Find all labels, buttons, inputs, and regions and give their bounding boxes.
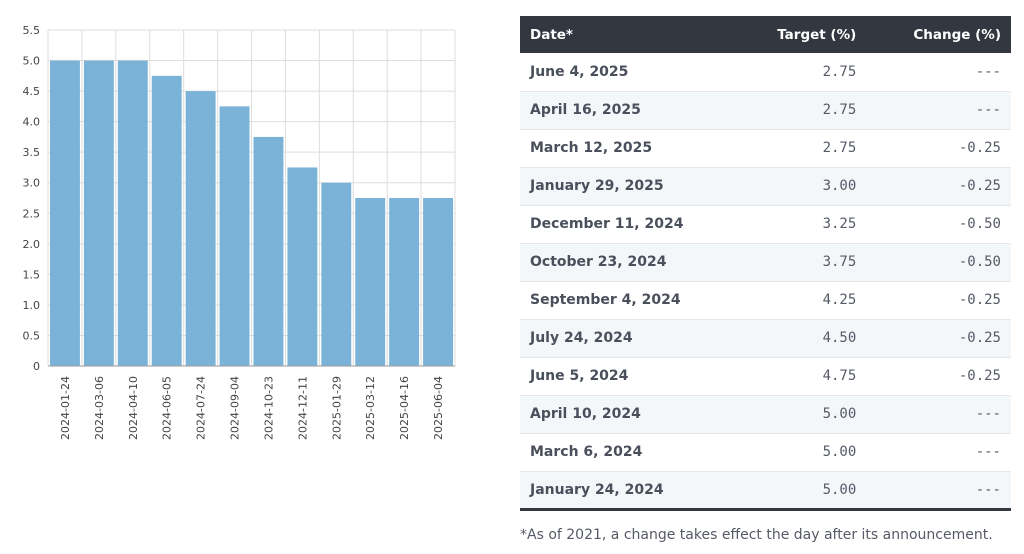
table-row: December 11, 2024 3.25 -0.50	[520, 205, 1011, 243]
table-row: July 24, 2024 4.50 -0.25	[520, 319, 1011, 357]
rate-history-table-container: Date* Target (%) Change (%) June 4, 2025…	[520, 16, 1011, 511]
date-cell: January 29, 2025	[530, 178, 664, 194]
x-tick-label: 2024-04-10	[127, 376, 140, 440]
target-cell: 2.75	[822, 102, 857, 118]
x-tick-label: 2024-03-06	[93, 376, 106, 440]
table-row: March 12, 2025 2.75 -0.25	[520, 129, 1011, 167]
chart-grid	[47, 29, 456, 367]
change-cell: ---	[975, 406, 1001, 422]
bar	[389, 198, 420, 366]
target-cell: 4.50	[822, 330, 857, 346]
x-tick-label: 2025-01-29	[330, 376, 343, 440]
target-cell: 5.00	[822, 406, 857, 422]
date-cell: October 23, 2024	[530, 254, 667, 270]
table-row: October 23, 2024 3.75 -0.50	[520, 243, 1011, 281]
y-tick-label: 2.0	[23, 238, 41, 251]
table-row: March 6, 2024 5.00 ---	[520, 433, 1011, 471]
date-cell: July 24, 2024	[530, 330, 633, 346]
y-tick-label: 5.5	[23, 24, 41, 37]
target-cell: 5.00	[822, 444, 857, 460]
date-cell: June 4, 2025	[530, 63, 629, 80]
target-cell: 3.25	[822, 216, 857, 232]
date-cell: January 24, 2024	[530, 481, 664, 498]
x-tick-label: 2024-07-24	[195, 376, 208, 440]
bar	[83, 60, 114, 366]
y-tick-label: 3.5	[23, 146, 41, 159]
x-tick-label: 2025-04-16	[398, 376, 411, 440]
change-cell: -0.25	[958, 292, 1001, 308]
footnote: *As of 2021, a change takes effect the d…	[520, 527, 993, 543]
table-row: June 5, 2024 4.75 -0.25	[520, 357, 1011, 395]
x-tick-label: 2024-12-11	[296, 376, 309, 440]
change-column-header: Change (%)	[913, 26, 1001, 43]
target-cell: 2.75	[822, 63, 857, 80]
y-tick-label: 4.5	[23, 85, 41, 98]
change-cell: -0.50	[958, 216, 1001, 232]
y-tick-label: 5.0	[23, 55, 41, 68]
date-cell: December 11, 2024	[530, 216, 684, 232]
bar	[355, 198, 386, 366]
change-cell: -0.25	[958, 330, 1001, 346]
chart-bars	[50, 60, 453, 367]
change-cell: ---	[975, 481, 1001, 498]
y-tick-label: 2.5	[23, 207, 41, 220]
change-cell: ---	[975, 444, 1001, 460]
table-row: January 29, 2025 3.00 -0.25	[520, 167, 1011, 205]
change-cell: ---	[975, 102, 1001, 118]
change-cell: ---	[975, 63, 1001, 80]
bar	[219, 106, 250, 366]
change-cell: -0.50	[958, 254, 1001, 270]
bar	[321, 182, 352, 366]
x-tick-label: 2024-09-04	[229, 376, 242, 440]
x-axis: 2024-01-24 2024-03-06 2024-04-10 2024-06-05…	[48, 365, 455, 440]
bar	[50, 60, 80, 366]
target-cell: 4.75	[822, 368, 857, 384]
date-cell: March 12, 2025	[530, 140, 653, 156]
target-column-header: Target (%)	[777, 26, 857, 43]
target-cell: 5.00	[822, 481, 857, 498]
rate-history-table: Date* Target (%) Change (%) June 4, 2025…	[520, 16, 1011, 511]
target-cell: 3.75	[822, 254, 857, 270]
table-row: September 4, 2024 4.25 -0.25	[520, 281, 1011, 319]
x-tick-label: 2024-01-24	[59, 376, 72, 440]
bar	[185, 91, 216, 366]
x-tick-label: 2024-06-05	[161, 376, 174, 440]
bar	[117, 60, 148, 366]
change-cell: -0.25	[958, 178, 1001, 194]
y-axis: 0 0.5 1.0 1.5 2.0 2.5 3.0 3.5 4.0 4.5 5.0 5.5	[23, 24, 41, 373]
x-tick-label: 2024-10-23	[262, 376, 275, 440]
date-column-header: Date*	[530, 26, 573, 43]
x-tick-label: 2025-03-12	[364, 376, 377, 440]
y-tick-label: 4.0	[23, 116, 41, 129]
table-row: January 24, 2024 5.00 ---	[520, 471, 1011, 509]
y-tick-label: 0	[33, 360, 40, 373]
table-row: April 16, 2025 2.75 ---	[520, 91, 1011, 129]
target-cell: 2.75	[822, 140, 857, 156]
y-tick-label: 3.0	[23, 177, 41, 190]
bar	[151, 75, 182, 367]
y-tick-label: 0.5	[23, 329, 41, 342]
bar	[287, 167, 318, 366]
target-cell: 3.00	[822, 178, 857, 194]
change-cell: -0.25	[958, 140, 1001, 156]
change-cell: -0.25	[958, 368, 1001, 384]
date-cell: April 10, 2024	[530, 406, 641, 422]
target-cell: 4.25	[822, 292, 857, 308]
table-row: June 4, 2025 2.75 ---	[520, 53, 1011, 91]
bar	[253, 136, 284, 366]
rate-bar-chart: 0 0.5 1.0 1.5 2.0 2.5 3.0 3.5 4.0 4.5 5.0 5.5 2024-…	[23, 24, 456, 440]
y-tick-label: 1.5	[23, 268, 41, 281]
date-cell: June 5, 2024	[530, 368, 629, 384]
date-cell: April 16, 2025	[530, 102, 641, 118]
bar	[423, 198, 453, 366]
table-row: April 10, 2024 5.00 ---	[520, 395, 1011, 433]
table-header-row: Date* Target (%) Change (%)	[520, 16, 1011, 53]
x-tick-label: 2025-06-04	[432, 376, 445, 440]
table-body: June 4, 2025 2.75 --- April 16, 2025 2.75 ---…	[520, 53, 1011, 509]
date-cell: March 6, 2024	[530, 444, 643, 460]
y-tick-label: 1.0	[23, 299, 41, 312]
date-cell: September 4, 2024	[530, 292, 681, 308]
